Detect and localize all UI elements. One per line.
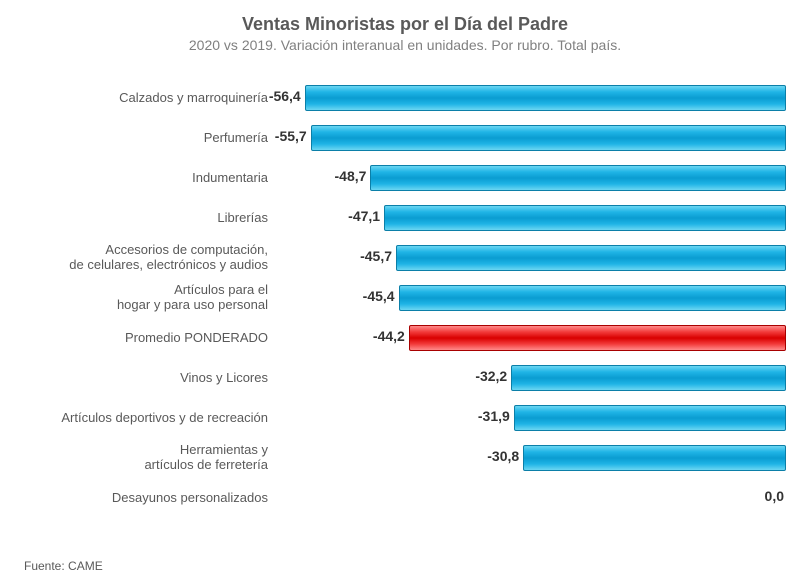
bar-zone: -45,4 bbox=[274, 285, 786, 311]
row-label: Desayunos personalizados bbox=[24, 491, 274, 506]
bar bbox=[409, 325, 786, 351]
chart-row: Herramientas yartículos de ferretería -30… bbox=[24, 438, 786, 478]
bar bbox=[523, 445, 786, 471]
bar-zone: -56,4 bbox=[274, 85, 786, 111]
bar bbox=[396, 245, 786, 271]
chart-row: Accesorios de computación,de celulares, … bbox=[24, 238, 786, 278]
row-label: Artículos para elhogar y para uso person… bbox=[24, 283, 274, 313]
bar-zone: -32,2 bbox=[274, 365, 786, 391]
chart-row: Indumentaria -48,7 bbox=[24, 158, 786, 198]
bar-zone: -48,7 bbox=[274, 165, 786, 191]
chart-row: Artículos deportivos y de recreación -31,… bbox=[24, 398, 786, 438]
value-label: -32,2 bbox=[475, 368, 507, 384]
bar bbox=[399, 285, 786, 311]
value-label: -55,7 bbox=[275, 128, 307, 144]
chart-row: Desayunos personalizados 0,0 bbox=[24, 478, 786, 518]
bar-zone: -30,8 bbox=[274, 445, 786, 471]
chart-row: Librerías -47,1 bbox=[24, 198, 786, 238]
chart-row: Promedio PONDERADO -44,2 bbox=[24, 318, 786, 358]
chart-row: Calzados y marroquinería-56,4 bbox=[24, 78, 786, 118]
value-label: -44,2 bbox=[373, 328, 405, 344]
bar bbox=[511, 365, 786, 391]
chart-subtitle: 2020 vs 2019. Variación interanual en un… bbox=[24, 37, 786, 53]
row-label: Vinos y Licores bbox=[24, 371, 274, 386]
row-label: Herramientas yartículos de ferretería bbox=[24, 443, 274, 473]
value-label: -47,1 bbox=[348, 208, 380, 224]
bar bbox=[311, 125, 786, 151]
value-label: -30,8 bbox=[487, 448, 519, 464]
value-label: -56,4 bbox=[269, 88, 301, 104]
bar-zone: -45,7 bbox=[274, 245, 786, 271]
bar bbox=[305, 85, 786, 111]
bar-zone: -31,9 bbox=[274, 405, 786, 431]
chart-row: Vinos y Licores -32,2 bbox=[24, 358, 786, 398]
chart-row: Artículos para elhogar y para uso person… bbox=[24, 278, 786, 318]
bar-zone: -55,7 bbox=[274, 125, 786, 151]
row-label: Indumentaria bbox=[24, 171, 274, 186]
chart-footer: Fuente: CAME bbox=[24, 559, 103, 573]
value-label: -48,7 bbox=[335, 168, 367, 184]
bar-zone: -44,2 bbox=[274, 325, 786, 351]
bar-zone: 0,0 bbox=[274, 485, 786, 511]
row-label: Calzados y marroquinería bbox=[24, 91, 274, 106]
chart-area: Calzados y marroquinería-56,4Perfumería-… bbox=[24, 78, 786, 545]
row-label: Perfumería bbox=[24, 131, 274, 146]
row-label: Accesorios de computación,de celulares, … bbox=[24, 243, 274, 273]
bar bbox=[370, 165, 786, 191]
row-label: Librerías bbox=[24, 211, 274, 226]
chart-title: Ventas Minoristas por el Día del Padre bbox=[24, 14, 786, 35]
row-label: Artículos deportivos y de recreación bbox=[24, 411, 274, 426]
value-label: 0,0 bbox=[765, 488, 784, 504]
value-label: -45,7 bbox=[360, 248, 392, 264]
row-label: Promedio PONDERADO bbox=[24, 331, 274, 346]
value-label: -31,9 bbox=[478, 408, 510, 424]
value-label: -45,4 bbox=[363, 288, 395, 304]
bar bbox=[384, 205, 786, 231]
chart-row: Perfumería-55,7 bbox=[24, 118, 786, 158]
bar-zone: -47,1 bbox=[274, 205, 786, 231]
bar bbox=[514, 405, 786, 431]
